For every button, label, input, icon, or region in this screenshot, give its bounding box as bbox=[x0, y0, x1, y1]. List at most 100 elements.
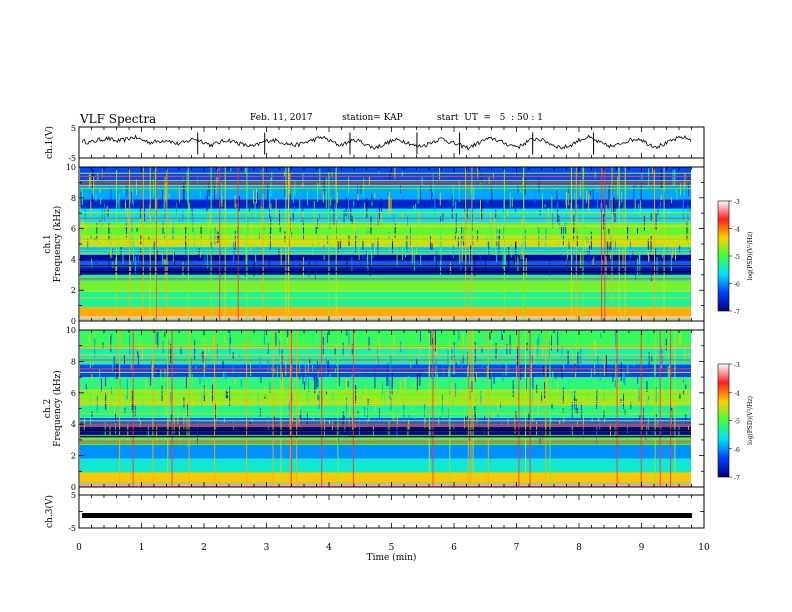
spectrogram-streak bbox=[291, 392, 293, 402]
spectrogram-streak bbox=[480, 391, 482, 405]
spectrogram-streak bbox=[603, 357, 605, 376]
spectrogram-streak bbox=[304, 381, 306, 390]
spectrogram-streak bbox=[608, 228, 610, 236]
spectrogram-streak bbox=[430, 424, 432, 439]
ch3-ylabel: ch.3(V) bbox=[44, 495, 55, 528]
spectrogram-streak bbox=[276, 366, 278, 385]
spectrogram-streak bbox=[590, 367, 592, 383]
spectrogram-streak bbox=[605, 247, 607, 255]
spectrogram-streak bbox=[574, 198, 576, 217]
spectrogram-streak bbox=[587, 239, 589, 245]
spectrogram-streak bbox=[351, 375, 353, 386]
spectrogram-streak bbox=[366, 407, 368, 427]
spectrogram-streak bbox=[381, 198, 382, 213]
spectrogram-streak bbox=[307, 362, 309, 372]
spectrogram-streak bbox=[144, 407, 146, 412]
spectrogram-streak bbox=[462, 348, 464, 358]
spectrogram-streak bbox=[393, 221, 395, 240]
spectrogram-streak bbox=[557, 201, 559, 211]
spectrogram-streak bbox=[624, 372, 626, 386]
spectrogram-streak bbox=[313, 228, 315, 234]
spectrogram-streak bbox=[203, 357, 205, 372]
spectrogram-streak bbox=[186, 410, 188, 429]
spectrogram-streak bbox=[575, 401, 577, 408]
spectrogram-streak bbox=[80, 192, 82, 208]
spectrogram-band bbox=[80, 199, 691, 209]
spectrogram-streak bbox=[458, 181, 460, 202]
spectrogram-streak bbox=[302, 182, 304, 187]
spectrogram-streak bbox=[301, 210, 303, 220]
spectrogram-streak bbox=[372, 426, 374, 446]
spectrogram-streak bbox=[338, 365, 340, 387]
colorbar-tick-label: -3 bbox=[734, 199, 740, 206]
spectrogram-streak bbox=[234, 247, 236, 263]
spectrogram-streak bbox=[219, 251, 221, 260]
spectrogram-streak bbox=[440, 248, 442, 267]
spectrogram-streak bbox=[108, 223, 110, 242]
spectrogram-streak bbox=[390, 355, 392, 373]
spectrogram-streak bbox=[619, 382, 621, 388]
spectrogram-streak bbox=[521, 218, 523, 224]
spectrogram-streak bbox=[598, 417, 600, 422]
spectrogram-streak bbox=[469, 386, 471, 400]
spectrogram-streak bbox=[189, 373, 191, 380]
spectrogram-streak bbox=[135, 348, 137, 354]
spectrogram-streak bbox=[633, 228, 635, 232]
spectrogram-streak bbox=[646, 381, 648, 392]
spectrogram-streak bbox=[368, 336, 370, 350]
spectrogram-streak bbox=[534, 210, 535, 216]
spectrogram-streak bbox=[101, 378, 102, 392]
spectrogram-streak bbox=[287, 330, 289, 337]
spectrogram-streak bbox=[550, 412, 552, 423]
spectrogram-streak bbox=[323, 245, 325, 258]
spectrogram-streak bbox=[213, 345, 215, 353]
spectrogram-streak bbox=[186, 171, 188, 192]
spectrogram-streak bbox=[439, 192, 441, 206]
spectrogram-streak bbox=[302, 201, 304, 212]
spectrogram-streak bbox=[572, 392, 574, 401]
spectrogram-streak bbox=[451, 346, 453, 359]
spectrogram-streak bbox=[371, 193, 373, 202]
spectrogram-streak bbox=[288, 401, 290, 417]
spectrogram-streak bbox=[493, 411, 495, 419]
spectrogram-streak bbox=[183, 180, 185, 202]
spectrogram-streak bbox=[170, 220, 172, 228]
spectrogram-streak bbox=[187, 184, 189, 204]
spectrogram-streak bbox=[374, 393, 376, 411]
spectrogram-streak bbox=[647, 213, 649, 226]
spectrogram-streak bbox=[614, 379, 616, 387]
spectrogram-streak bbox=[376, 207, 378, 227]
spectrogram-streak bbox=[101, 207, 103, 226]
spectrogram-streak bbox=[669, 364, 671, 385]
spectrogram-streak bbox=[111, 387, 113, 395]
spectrogram-streak bbox=[183, 407, 185, 429]
spectrogram-streak bbox=[366, 249, 367, 260]
spectrogram-streak bbox=[532, 388, 533, 408]
spectrogram-streak bbox=[191, 397, 193, 409]
spectrogram-streak bbox=[567, 350, 569, 365]
spectrogram-streak bbox=[542, 366, 544, 375]
spectrogram-streak bbox=[209, 210, 211, 231]
spectrogram-streak bbox=[376, 359, 377, 364]
spectrogram-streak bbox=[300, 409, 302, 431]
spectrogram-streak bbox=[674, 169, 675, 185]
spectrogram-streak bbox=[608, 187, 610, 205]
spectrogram-streak bbox=[678, 335, 680, 346]
spectrogram-streak bbox=[453, 169, 455, 180]
spectrogram-streak bbox=[578, 352, 580, 364]
spectrogram-streak bbox=[506, 405, 508, 416]
spectrogram-streak bbox=[373, 349, 375, 358]
spectrogram-streak bbox=[624, 409, 626, 415]
spectrogram-streak bbox=[569, 226, 571, 246]
spectrogram-streak bbox=[640, 182, 642, 202]
spectrogram-streak bbox=[655, 386, 657, 404]
spectrogram-streak bbox=[139, 218, 141, 230]
colorbar-tick-label: -3 bbox=[734, 362, 740, 369]
spectrogram-streak bbox=[568, 239, 570, 249]
spectrogram-streak bbox=[260, 377, 262, 383]
spectrogram-streak bbox=[480, 255, 482, 266]
spectrogram-streak bbox=[515, 240, 517, 262]
spectrogram-streak bbox=[497, 411, 499, 418]
spectrogram-streak bbox=[671, 342, 672, 362]
spectrogram-streak bbox=[161, 385, 163, 402]
